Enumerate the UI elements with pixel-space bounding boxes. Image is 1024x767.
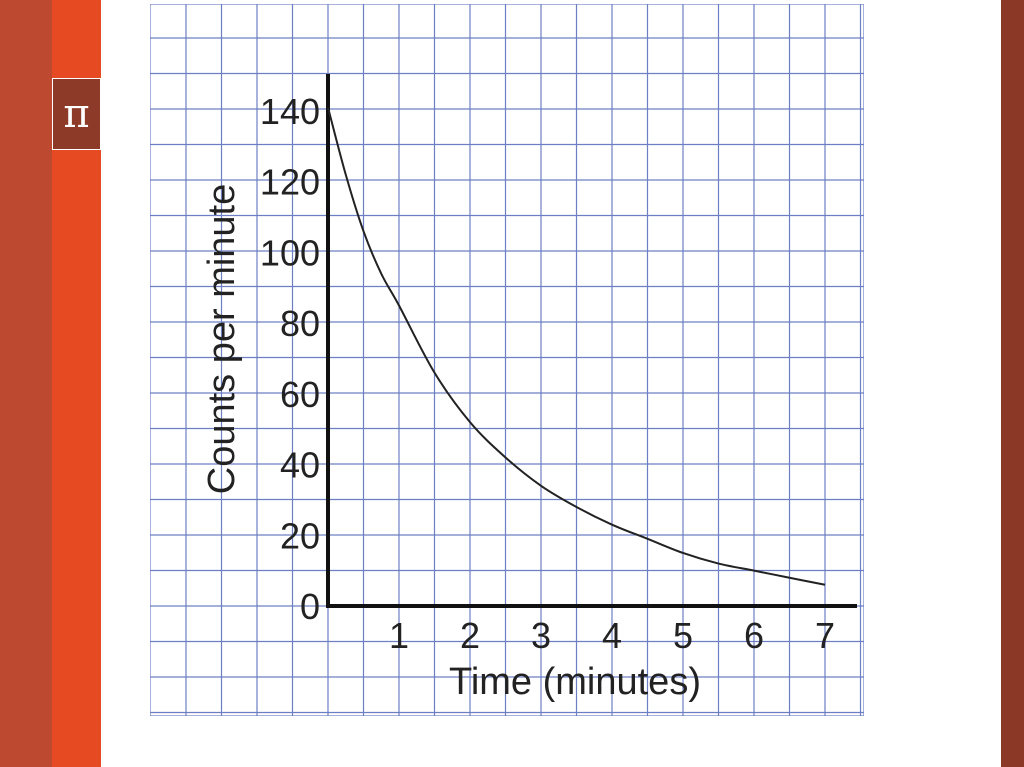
decay-curve-line [327,107,826,586]
left-decorative-stripe [0,0,52,767]
y-tick-label: 100 [260,232,320,273]
y-tick-label: 40 [280,445,320,486]
x-tick-label: 3 [531,615,551,656]
y-tick-label: 140 [260,91,320,132]
grid-border [149,3,865,717]
x-axis-label: Time (minutes) [449,661,701,703]
series-group [327,107,826,586]
x-tick-label: 7 [815,615,835,656]
x-tick-labels: 1 2 3 4 5 6 7 [389,615,835,656]
y-tick-label: 20 [280,515,320,556]
x-tick-label: 6 [744,615,764,656]
y-tick-labels: 0 20 40 60 80 100 120 140 [260,91,320,627]
y-tick-label: 120 [260,162,320,203]
right-decorative-stripe [1001,0,1024,767]
graph-paper-grid [149,3,865,717]
y-tick-label: 0 [300,586,320,627]
x-tick-label: 4 [602,615,622,656]
x-tick-label: 5 [673,615,693,656]
y-axis-label: Counts per minute [201,184,243,495]
x-tick-label: 2 [460,615,480,656]
y-tick-label: 80 [280,303,320,344]
chart-axes [326,74,857,608]
decay-chart: 0 20 40 60 80 100 120 140 1 2 3 4 5 6 7 Counts per mi… [149,3,865,717]
y-tick-label: 60 [280,374,320,415]
pi-icon: π [52,78,101,150]
x-tick-label: 1 [389,615,409,656]
chart-area: 0 20 40 60 80 100 120 140 1 2 3 4 5 6 7 Counts per mi… [149,3,865,717]
